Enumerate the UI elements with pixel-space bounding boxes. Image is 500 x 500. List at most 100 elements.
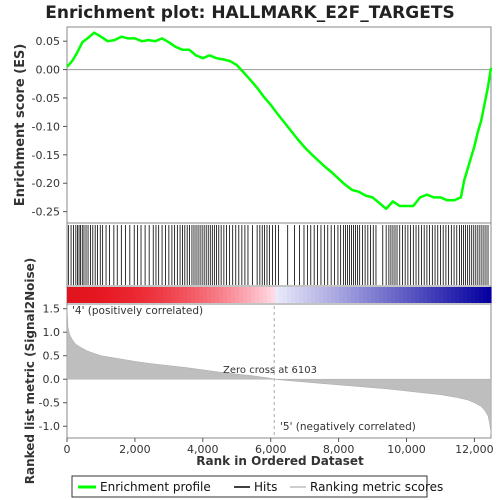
heatmap-cell	[107, 287, 112, 303]
heatmap-cell	[235, 287, 240, 303]
heatmap-cell	[167, 287, 172, 303]
ranking-y-tick-label: 0.5	[43, 350, 61, 363]
enrichment-profile-series	[66, 31, 493, 211]
heatmap-cell	[391, 287, 396, 303]
heatmap-cell	[239, 287, 244, 303]
negative-correlation-label: '5' (negatively correlated)	[280, 421, 416, 433]
heatmap-cell	[467, 287, 472, 303]
heatmap-cell	[243, 287, 248, 303]
heatmap-cell	[119, 287, 124, 303]
heatmap-cell	[311, 287, 316, 303]
heatmap-cell	[259, 287, 264, 303]
heatmap-cell	[443, 287, 448, 303]
heatmap-cell	[115, 287, 120, 303]
es-y-tick-label: 0.00	[36, 64, 61, 77]
heatmap-cell	[303, 287, 308, 303]
heatmap-cell	[383, 287, 388, 303]
heatmap-cell	[187, 287, 192, 303]
heatmap-cell	[307, 287, 312, 303]
legend-hits-label: Hits	[254, 480, 277, 494]
heatmap-cell	[163, 287, 168, 303]
heatmap-cell	[451, 287, 456, 303]
heatmap-cell	[87, 287, 92, 303]
heatmap-cell	[275, 287, 280, 303]
x-tick-label: 6,000	[255, 443, 287, 456]
heatmap-cell	[351, 287, 356, 303]
heatmap-cell	[127, 287, 132, 303]
heatmap-cell	[135, 287, 140, 303]
heatmap-cell	[175, 287, 180, 303]
heatmap-cell	[335, 287, 340, 303]
heatmap-cell	[463, 287, 468, 303]
heatmap-cell	[327, 287, 332, 303]
heatmap-cell	[279, 287, 284, 303]
heatmap-cell	[267, 287, 272, 303]
heatmap-cell	[439, 287, 444, 303]
heatmap-cell	[355, 287, 360, 303]
es-y-tick-label: -0.20	[32, 177, 60, 190]
heatmap-cell	[411, 287, 416, 303]
heatmap-cell	[427, 287, 432, 303]
x-tick-label: 4,000	[187, 443, 219, 456]
es-y-tick-label: -0.10	[32, 120, 60, 133]
x-tick-label: 0	[64, 443, 71, 456]
heatmap-cell	[415, 287, 420, 303]
heatmap-cell	[331, 287, 336, 303]
heatmap-cell	[423, 287, 428, 303]
heatmap-cell	[139, 287, 144, 303]
heatmap-cell	[419, 287, 424, 303]
heatmap-cell	[155, 287, 160, 303]
es-y-axis: 0.05 0.00 -0.05 -0.10 -0.15 -0.20 -0.25	[32, 35, 491, 219]
heatmap-cell	[403, 287, 408, 303]
heatmap-cell	[299, 287, 304, 303]
es-y-tick-label: -0.15	[32, 149, 60, 162]
heatmap-cell	[103, 287, 108, 303]
heatmap-cell	[363, 287, 368, 303]
heatmap-cell	[435, 287, 440, 303]
heatmap-cell	[111, 287, 116, 303]
positive-correlation-label: '4' (positively correlated)	[72, 305, 203, 317]
legend-ranking-label: Ranking metric scores	[310, 480, 443, 494]
heatmap-cell	[407, 287, 412, 303]
heatmap-cell	[479, 287, 484, 303]
heatmap-cell	[487, 287, 492, 303]
heatmap-cell	[199, 287, 204, 303]
heatmap-cell	[399, 287, 404, 303]
heatmap-cell	[247, 287, 252, 303]
heatmap-cell	[287, 287, 292, 303]
heatmap-cell	[255, 287, 260, 303]
es-y-tick-label: -0.25	[32, 206, 60, 219]
x-tick-label: 12,000	[455, 443, 494, 456]
heatmap-cell	[347, 287, 352, 303]
heatmap-cell	[315, 287, 320, 303]
x-axis-label: Rank in Ordered Dataset	[196, 454, 364, 468]
ranking-y-tick-label: 1.0	[43, 326, 61, 339]
legend-enrichment-label: Enrichment profile	[100, 480, 211, 494]
ranking-y-axis-label: Ranked list metric (Signal2Noise)	[23, 258, 37, 485]
legend: Enrichment profile Hits Ranking metric s…	[71, 475, 443, 498]
heatmap-cell	[431, 287, 436, 303]
heatmap-cell	[263, 287, 268, 303]
heatmap-cell	[83, 287, 88, 303]
x-tick-label: 2,000	[119, 443, 151, 456]
heatmap-cell	[171, 287, 176, 303]
heatmap-cell	[475, 287, 480, 303]
heatmap-cell	[147, 287, 152, 303]
heatmap-cell	[203, 287, 208, 303]
heatmap-cell	[207, 287, 212, 303]
heatmap-cell	[211, 287, 216, 303]
ranking-metric-area	[66, 306, 492, 436]
heatmap-cell	[459, 287, 464, 303]
heatmap-cell	[151, 287, 156, 303]
heatmap-cell	[323, 287, 328, 303]
heatmap-cell	[367, 287, 372, 303]
heatmap-cell	[231, 287, 236, 303]
heatmap-cell	[131, 287, 136, 303]
heatmap-cell	[191, 287, 196, 303]
heatmap-cell	[371, 287, 376, 303]
zero-cross-label: Zero cross at 6103	[223, 365, 317, 376]
heatmap-cell	[67, 287, 72, 303]
heatmap-cell	[379, 287, 384, 303]
ranking-y-tick-label: 1.5	[43, 303, 61, 316]
heatmap-cell	[387, 287, 392, 303]
